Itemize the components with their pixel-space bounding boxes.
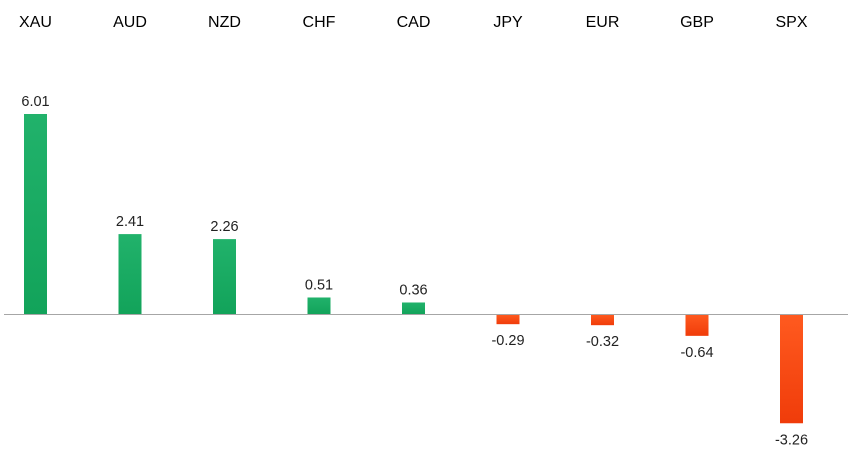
- value-label-spx: -3.26: [775, 432, 808, 448]
- bars: [24, 114, 803, 424]
- category-labels: XAU AUD NZD CHF CAD JPY EUR GBP SPX: [19, 14, 808, 31]
- category-label-xau: XAU: [19, 14, 52, 31]
- value-label-eur: -0.32: [586, 334, 619, 350]
- category-label-gbp: GBP: [680, 14, 714, 31]
- category-label-chf: CHF: [303, 14, 336, 31]
- value-label-chf: 0.51: [305, 277, 333, 293]
- category-label-cad: CAD: [397, 14, 431, 31]
- category-label-nzd: NZD: [208, 14, 241, 31]
- category-label-eur: EUR: [586, 14, 620, 31]
- value-labels: 6.01 2.41 2.26 0.51 0.36 -0.29 -0.32 -0.64 -3.26: [21, 94, 808, 448]
- category-label-jpy: JPY: [493, 14, 523, 31]
- value-label-gbp: -0.64: [680, 345, 713, 361]
- value-label-jpy: -0.29: [491, 333, 524, 349]
- value-label-xau: 6.01: [21, 94, 49, 110]
- value-label-nzd: 2.26: [210, 219, 238, 235]
- category-label-spx: SPX: [775, 14, 807, 31]
- bar-nzd: [213, 239, 236, 315]
- bar-eur: [591, 314, 614, 326]
- bar-jpy: [496, 314, 520, 325]
- bar-chf: [307, 297, 331, 315]
- bar-xau: [24, 114, 47, 315]
- bar-cad: [402, 302, 425, 315]
- bar-spx: [780, 314, 803, 424]
- value-label-aud: 2.41: [116, 214, 144, 230]
- category-label-aud: AUD: [113, 14, 147, 31]
- value-label-cad: 0.36: [399, 282, 427, 298]
- bar-gbp: [685, 314, 709, 336]
- bar-aud: [118, 234, 142, 315]
